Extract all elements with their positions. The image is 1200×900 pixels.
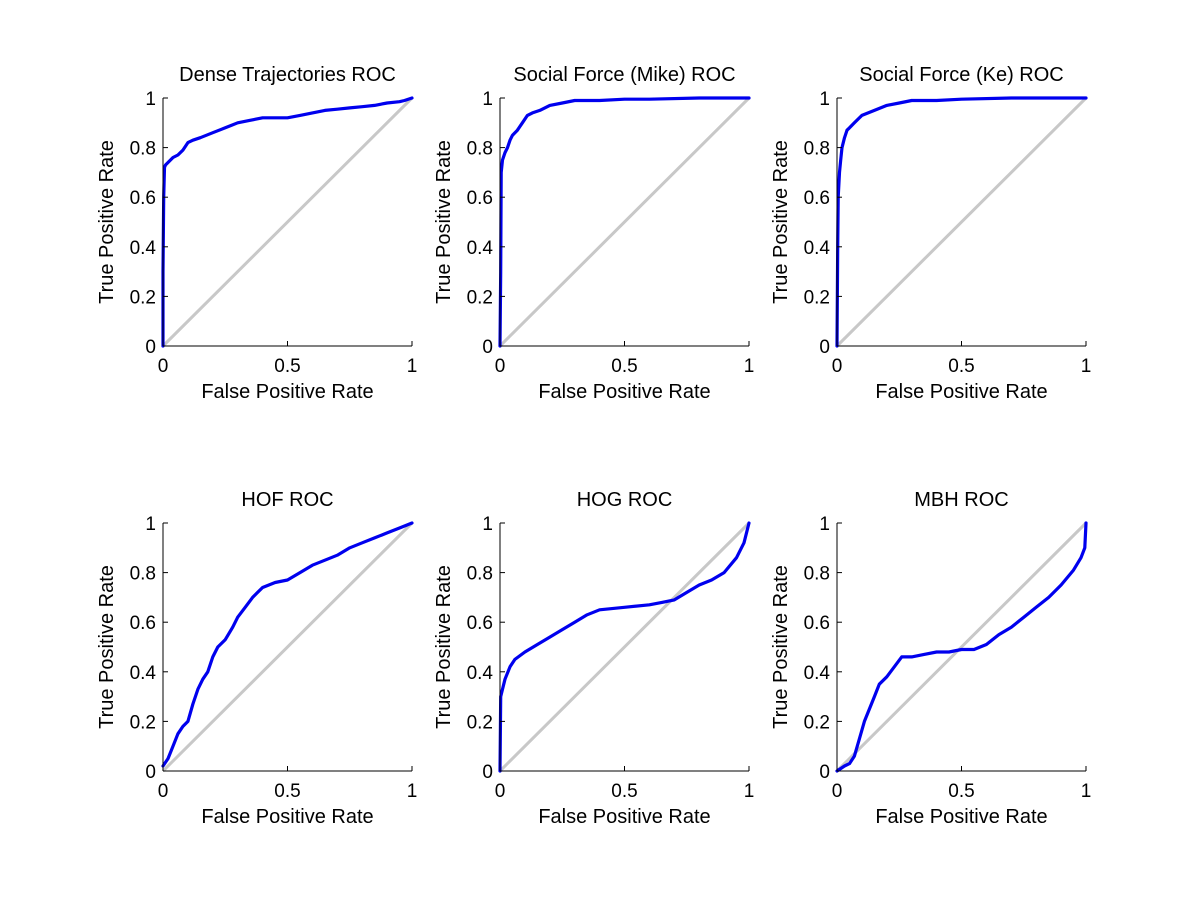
y-tick-label: 0.4 (130, 238, 157, 259)
x-tick-label: 0 (832, 781, 843, 802)
y-tick-label: 0.6 (130, 188, 156, 209)
roc-curve (161, 96, 414, 348)
y-tick-label: 0.6 (467, 188, 493, 209)
y-axis-label: True Positive Rate (433, 140, 455, 304)
x-tick-label: 0.5 (611, 356, 637, 377)
y-tick-label: 0.8 (130, 139, 156, 160)
y-tick-label: 1 (145, 514, 156, 535)
roc-curve (161, 521, 414, 768)
y-tick-label: 0.2 (804, 712, 830, 733)
x-axis-label: False Positive Rate (538, 806, 710, 828)
subplot: HOG ROC 0 0.5 1 0 0.2 0.4 0.6 0.8 1 False Positive… (433, 489, 754, 828)
y-tick-label: 0 (145, 337, 156, 358)
roc-curve (835, 521, 1088, 773)
y-tick-label: 0 (482, 762, 493, 783)
x-axis-label: False Positive Rate (538, 381, 710, 403)
x-tick-label: 1 (744, 356, 755, 377)
x-tick-label: 0 (158, 356, 169, 377)
y-tick-label: 0.4 (804, 663, 831, 684)
y-tick-label: 1 (482, 514, 493, 535)
diagonal-reference-line (835, 96, 1088, 348)
roc-curve (835, 96, 1088, 348)
x-tick-label: 1 (1081, 356, 1092, 377)
subplot-title: Social Force (Ke) ROC (859, 64, 1064, 86)
x-tick-label: 0.5 (948, 356, 974, 377)
x-tick-label: 0 (495, 781, 506, 802)
y-tick-label: 0.2 (804, 287, 830, 308)
y-tick-label: 0.2 (130, 287, 156, 308)
x-axis-label: False Positive Rate (201, 806, 373, 828)
subplot-title: HOG ROC (577, 489, 673, 511)
subplot-title: Social Force (Mike) ROC (513, 64, 735, 86)
x-tick-label: 0.5 (611, 781, 637, 802)
y-axis-label: True Positive Rate (96, 565, 118, 729)
y-tick-label: 0.4 (804, 238, 831, 259)
y-axis-label: True Positive Rate (96, 140, 118, 304)
y-axis-label: True Positive Rate (433, 565, 455, 729)
subplot: HOF ROC 0 0.5 1 0 0.2 0.4 0.6 0.8 1 False Positive… (96, 489, 417, 828)
subplot: MBH ROC 0 0.5 1 0 0.2 0.4 0.6 0.8 1 False Positive… (770, 489, 1091, 828)
y-tick-label: 0 (145, 762, 156, 783)
y-tick-label: 1 (145, 89, 156, 110)
x-tick-label: 1 (1081, 781, 1092, 802)
y-tick-label: 0.2 (130, 712, 156, 733)
y-tick-label: 0.6 (804, 613, 830, 634)
y-tick-label: 0 (819, 337, 830, 358)
x-axis-label: False Positive Rate (875, 381, 1047, 403)
subplot: Dense Trajectories ROC 0 0.5 1 0 0.2 0.4 0.6 0.8… (96, 64, 417, 403)
y-tick-label: 0 (819, 762, 830, 783)
diagonal-reference-line (498, 96, 751, 348)
x-axis-label: False Positive Rate (875, 806, 1047, 828)
y-tick-label: 0.8 (467, 564, 493, 585)
x-tick-label: 0 (158, 781, 169, 802)
y-axis-label: True Positive Rate (770, 140, 792, 304)
y-tick-label: 0.4 (130, 663, 157, 684)
y-tick-label: 0.2 (467, 287, 493, 308)
x-tick-label: 0.5 (274, 356, 300, 377)
x-tick-label: 1 (744, 781, 755, 802)
diagonal-reference-line (161, 96, 414, 348)
y-tick-label: 0 (482, 337, 493, 358)
y-tick-label: 1 (819, 89, 830, 110)
y-tick-label: 1 (819, 514, 830, 535)
subplot-title: MBH ROC (914, 489, 1008, 511)
x-tick-label: 0 (832, 356, 843, 377)
y-tick-label: 0.6 (804, 188, 830, 209)
subplot-title: Dense Trajectories ROC (179, 64, 396, 86)
x-tick-label: 0.5 (948, 781, 974, 802)
x-tick-label: 0 (495, 356, 506, 377)
diagonal-reference-line (161, 521, 414, 773)
roc-curve (498, 521, 751, 773)
x-axis-label: False Positive Rate (201, 381, 373, 403)
subplot-title: HOF ROC (241, 489, 333, 511)
y-tick-label: 0.4 (467, 663, 494, 684)
diagonal-reference-line (498, 521, 751, 773)
y-tick-label: 0.6 (467, 613, 493, 634)
y-tick-label: 0.4 (467, 238, 494, 259)
x-tick-label: 1 (407, 781, 418, 802)
y-tick-label: 0.8 (467, 139, 493, 160)
x-tick-label: 1 (407, 356, 418, 377)
y-tick-label: 0.8 (804, 564, 830, 585)
x-tick-label: 0.5 (274, 781, 300, 802)
y-tick-label: 0.6 (130, 613, 156, 634)
subplot: Social Force (Ke) ROC 0 0.5 1 0 0.2 0.4 0.6 0.8 1… (770, 64, 1091, 403)
y-axis-label: True Positive Rate (770, 565, 792, 729)
y-tick-label: 0.8 (804, 139, 830, 160)
subplot: Social Force (Mike) ROC 0 0.5 1 0 0.2 0.4 0.6 0.… (433, 64, 754, 403)
diagonal-reference-line (835, 521, 1088, 773)
y-tick-label: 0.2 (467, 712, 493, 733)
y-tick-label: 0.8 (130, 564, 156, 585)
roc-curve (498, 96, 751, 348)
y-tick-label: 1 (482, 89, 493, 110)
